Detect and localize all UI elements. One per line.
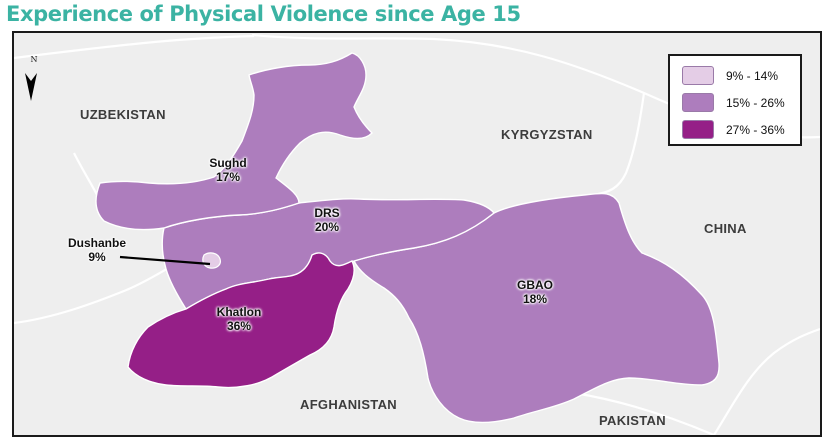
map-title: Experience of Physical Violence since Ag… (6, 2, 521, 26)
drs-name: DRS (314, 206, 340, 220)
gbao-value: 18% (522, 292, 548, 306)
legend-label-high: 27% - 36% (726, 123, 785, 137)
region-sughd[interactable] (95, 52, 373, 231)
label-pakistan: PAKISTAN (599, 413, 666, 428)
dushanbe-value: 9% (88, 250, 106, 264)
region-dushanbe[interactable] (202, 252, 221, 269)
khatlon-value: 36% (226, 319, 252, 333)
north-label: N (30, 55, 38, 64)
dushanbe-name: Dushanbe (67, 236, 126, 250)
label-gbao: GBAO 18% (507, 278, 563, 306)
sughd-name: Sughd (209, 156, 247, 170)
north-arrow-icon (25, 73, 37, 101)
gbao-name: GBAO (517, 278, 553, 292)
label-china: CHINA (704, 221, 747, 236)
drs-value: 20% (314, 220, 340, 234)
legend-swatch-low (682, 66, 714, 85)
label-khatlon: Khatlon 36% (204, 305, 274, 333)
label-sughd: Sughd 17% (198, 156, 258, 184)
map-legend: 9% - 14% 15% - 26% 27% - 36% (668, 54, 802, 146)
legend-swatch-high (682, 120, 714, 139)
label-kyrgyzstan: KYRGYZSTAN (501, 127, 593, 142)
legend-row-high: 27% - 36% (682, 120, 800, 139)
north-indicator: N (25, 55, 43, 64)
legend-label-low: 9% - 14% (726, 69, 779, 83)
label-dushanbe: Dushanbe 9% (58, 236, 136, 264)
legend-label-mid: 15% - 26% (726, 96, 785, 110)
label-uzbekistan: UZBEKISTAN (80, 107, 166, 122)
label-afghanistan: AFGHANISTAN (300, 397, 397, 412)
label-drs: DRS 20% (302, 206, 352, 234)
legend-row-mid: 15% - 26% (682, 93, 800, 112)
region-khatlon[interactable] (127, 252, 355, 389)
dushanbe-leader-line (119, 255, 211, 266)
legend-row-low: 9% - 14% (682, 66, 800, 85)
khatlon-name: Khatlon (216, 305, 262, 319)
sughd-value: 17% (215, 170, 241, 184)
region-gbao[interactable] (353, 192, 720, 424)
legend-swatch-mid (682, 93, 714, 112)
map-frame: N UZBEKISTAN KYRGYZSTAN CHINA AFGHANISTA… (12, 31, 822, 437)
